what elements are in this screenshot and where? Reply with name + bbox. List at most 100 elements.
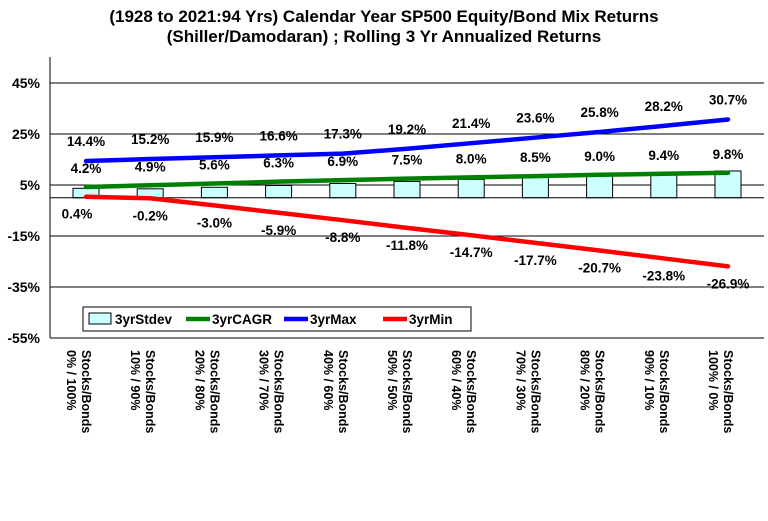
data-label-3yrMax-1: 15.2% [131, 132, 169, 147]
x-category-line-2: 0% / 100% [64, 350, 78, 410]
x-category-5: Stocks/Bonds50% / 50% [385, 350, 414, 433]
data-label-3yrCAGR-4: 6.9% [327, 154, 358, 169]
x-category-label: Stocks/Bonds20% / 80% [192, 350, 221, 433]
x-category-line-1: Stocks/Bonds [400, 350, 414, 433]
data-label-3yrMin-1: -0.2% [133, 208, 168, 223]
x-category-line-1: Stocks/Bonds [79, 350, 93, 433]
data-label-3yrMin-5: -11.8% [386, 238, 428, 253]
chart-subtitle: (Shiller/Damodaran) ; Rolling 3 Yr Annua… [167, 27, 602, 46]
line-series [83, 117, 731, 269]
x-category-1: Stocks/Bonds10% / 90% [128, 350, 157, 433]
x-category-2: Stocks/Bonds20% / 80% [192, 350, 221, 433]
bar-3yrStdev-8 [586, 174, 614, 199]
legend-label-3yrCAGR: 3yrCAGR [212, 312, 272, 327]
x-category-6: Stocks/Bonds60% / 40% [449, 350, 478, 433]
x-category-line-1: Stocks/Bonds [528, 350, 542, 433]
data-label-3yrMin-3: -5.9% [261, 223, 296, 238]
data-label-3yrCAGR-10: 9.8% [713, 147, 744, 162]
x-category-label: Stocks/Bonds50% / 50% [385, 350, 414, 433]
data-label-3yrMax-4: 17.3% [324, 127, 362, 142]
x-category-line-2: 70% / 30% [513, 350, 527, 410]
x-category-label: Stocks/Bonds0% / 100% [64, 350, 93, 433]
data-label-3yrCAGR-6: 8.0% [456, 151, 487, 166]
bar-3yrStdev-10 [714, 170, 742, 199]
line-3yrCAGR [83, 170, 731, 190]
data-label-3yrMin-8: -20.7% [578, 261, 621, 276]
data-label-3yrMax-7: 23.6% [516, 111, 554, 126]
data-label-3yrMax-6: 21.4% [452, 116, 490, 131]
grid [49, 57, 764, 339]
x-category-8: Stocks/Bonds80% / 20% [578, 350, 607, 433]
data-label-3yrMin-2: -3.0% [197, 215, 232, 230]
chart-title: (1928 to 2021:94 Yrs) Calendar Year SP50… [109, 7, 658, 26]
x-category-label: Stocks/Bonds40% / 60% [321, 350, 350, 433]
y-tick-label: 25% [12, 126, 41, 142]
x-category-line-2: 30% / 70% [257, 350, 271, 410]
data-label-3yrMin-0: 0.4% [62, 207, 93, 222]
bar-3yrStdev-4 [329, 182, 357, 199]
bar-3yrStdev-9 [650, 173, 678, 199]
data-label-3yrMax-5: 19.2% [388, 122, 426, 137]
data-label-3yrCAGR-8: 9.0% [584, 149, 615, 164]
x-category-line-2: 100% / 0% [706, 350, 720, 410]
x-category-line-1: Stocks/Bonds [464, 350, 478, 433]
x-category-line-1: Stocks/Bonds [207, 350, 221, 433]
bar-3yrStdev-7 [521, 176, 549, 199]
legend-label-3yrMax: 3yrMax [310, 312, 357, 327]
line-3yrMax [83, 117, 731, 164]
data-label-3yrCAGR-2: 5.6% [199, 157, 230, 172]
x-category-9: Stocks/Bonds90% / 10% [642, 350, 671, 433]
x-category-label: Stocks/Bonds90% / 10% [642, 350, 671, 433]
legend-label-3yrMin: 3yrMin [409, 312, 453, 327]
x-category-label: Stocks/Bonds80% / 20% [578, 350, 607, 433]
y-axis-ticks: 45% 25% 5% -15% -35% -55% [7, 75, 40, 346]
data-label-3yrMin-9: -23.8% [642, 268, 685, 283]
x-category-line-2: 50% / 50% [385, 350, 399, 410]
data-label-3yrMax-8: 25.8% [580, 105, 618, 120]
x-category-0: Stocks/Bonds0% / 100% [64, 350, 93, 433]
x-category-line-2: 10% / 90% [128, 350, 142, 410]
y-tick-label: -55% [7, 330, 40, 346]
bar-3yrStdev-3 [265, 185, 293, 199]
data-label-3yrMax-10: 30.7% [709, 92, 747, 107]
x-category-line-1: Stocks/Bonds [657, 350, 671, 433]
y-tick-label: 5% [20, 177, 41, 193]
x-category-3: Stocks/Bonds30% / 70% [257, 350, 286, 433]
data-label-3yrMin-7: -17.7% [514, 253, 557, 268]
data-label-3yrMax-3: 16.6% [259, 128, 297, 143]
x-category-label: Stocks/Bonds100% / 0% [706, 350, 735, 433]
data-label-3yrMax-0: 14.4% [67, 134, 105, 149]
x-category-line-2: 90% / 10% [642, 350, 656, 410]
line-3yrMin [83, 194, 731, 269]
x-axis-categories: Stocks/Bonds0% / 100% Stocks/Bonds10% / 9… [64, 350, 735, 433]
data-label-3yrCAGR-9: 9.4% [648, 148, 679, 163]
x-category-label: Stocks/Bonds60% / 40% [449, 350, 478, 433]
bar-3yrStdev-2 [200, 186, 228, 199]
x-category-line-1: Stocks/Bonds [272, 350, 286, 433]
bar-3yrStdev-5 [393, 180, 421, 199]
x-category-line-2: 20% / 80% [192, 350, 206, 410]
y-tick-label: -35% [7, 279, 40, 295]
data-label-3yrCAGR-3: 6.3% [263, 156, 294, 171]
x-category-10: Stocks/Bonds100% / 0% [706, 350, 735, 433]
x-category-line-2: 60% / 40% [449, 350, 463, 410]
data-label-3yrMax-9: 28.2% [645, 99, 683, 114]
y-tick-label: -15% [7, 228, 40, 244]
x-category-line-1: Stocks/Bonds [721, 350, 735, 433]
x-category-line-2: 40% / 60% [321, 350, 335, 410]
data-labels: 4.2% 4.9% 5.6% 6.3% 6.9% 7.5% 8.0% 8.5% 9.0% 9.4%… [62, 92, 750, 291]
data-label-3yrMin-4: -8.8% [325, 230, 360, 245]
y-tick-label: 45% [12, 75, 41, 91]
x-category-7: Stocks/Bonds70% / 30% [513, 350, 542, 433]
x-category-line-1: Stocks/Bonds [143, 350, 157, 433]
data-label-3yrCAGR-5: 7.5% [392, 153, 423, 168]
x-category-4: Stocks/Bonds40% / 60% [321, 350, 350, 433]
x-category-label: Stocks/Bonds10% / 90% [128, 350, 157, 433]
legend-swatch-3yrStdev [88, 312, 112, 325]
legend-label-3yrStdev: 3yrStdev [115, 312, 173, 327]
data-label-3yrMin-10: -26.9% [707, 276, 750, 291]
data-label-3yrMax-2: 15.9% [195, 130, 233, 145]
data-label-3yrCAGR-0: 4.2% [71, 161, 102, 176]
data-label-3yrMin-6: -14.7% [450, 245, 493, 260]
